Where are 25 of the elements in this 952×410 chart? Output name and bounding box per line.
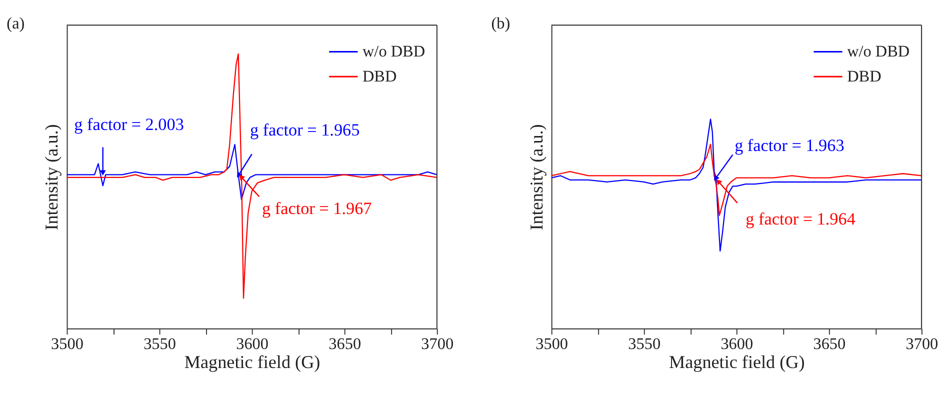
x-tick-label: 3650 <box>328 334 362 353</box>
annotation: g factor = 2.003 <box>74 115 184 134</box>
x-tick-label: 3700 <box>906 334 938 353</box>
x-tick-label: 3500 <box>51 334 84 353</box>
x-tick-label: 3700 <box>421 334 454 353</box>
annotation: g factor = 1.963 <box>734 136 844 156</box>
y-axis-title: Intensity (a.u.) <box>42 124 62 230</box>
annotation: g factor = 1.967 <box>262 198 372 218</box>
x-tick-label: 3600 <box>236 334 269 353</box>
legend-label: w/o DBD <box>847 42 910 61</box>
x-tick-label: 3600 <box>720 334 754 353</box>
x-tick-label: 3500 <box>536 334 568 353</box>
chart-title: (b) <box>491 14 510 32</box>
annotation: g factor = 1.965 <box>250 120 360 140</box>
legend-label: DBD <box>362 67 397 86</box>
chart-title: (a) <box>6 14 25 32</box>
x-tick-label: 3650 <box>813 334 846 353</box>
legend-label: DBD <box>847 67 882 86</box>
x-tick-label: 3550 <box>628 334 661 353</box>
legend-label: w/o DBD <box>362 42 426 61</box>
y-axis-title: Intensity (a.u.) <box>526 124 546 230</box>
annotation: g factor = 1.964 <box>746 209 856 228</box>
x-axis-title: Magnetic field (G) <box>669 352 805 372</box>
x-tick-label: 3550 <box>144 334 176 353</box>
x-axis-title: Magnetic field (G) <box>184 352 320 372</box>
